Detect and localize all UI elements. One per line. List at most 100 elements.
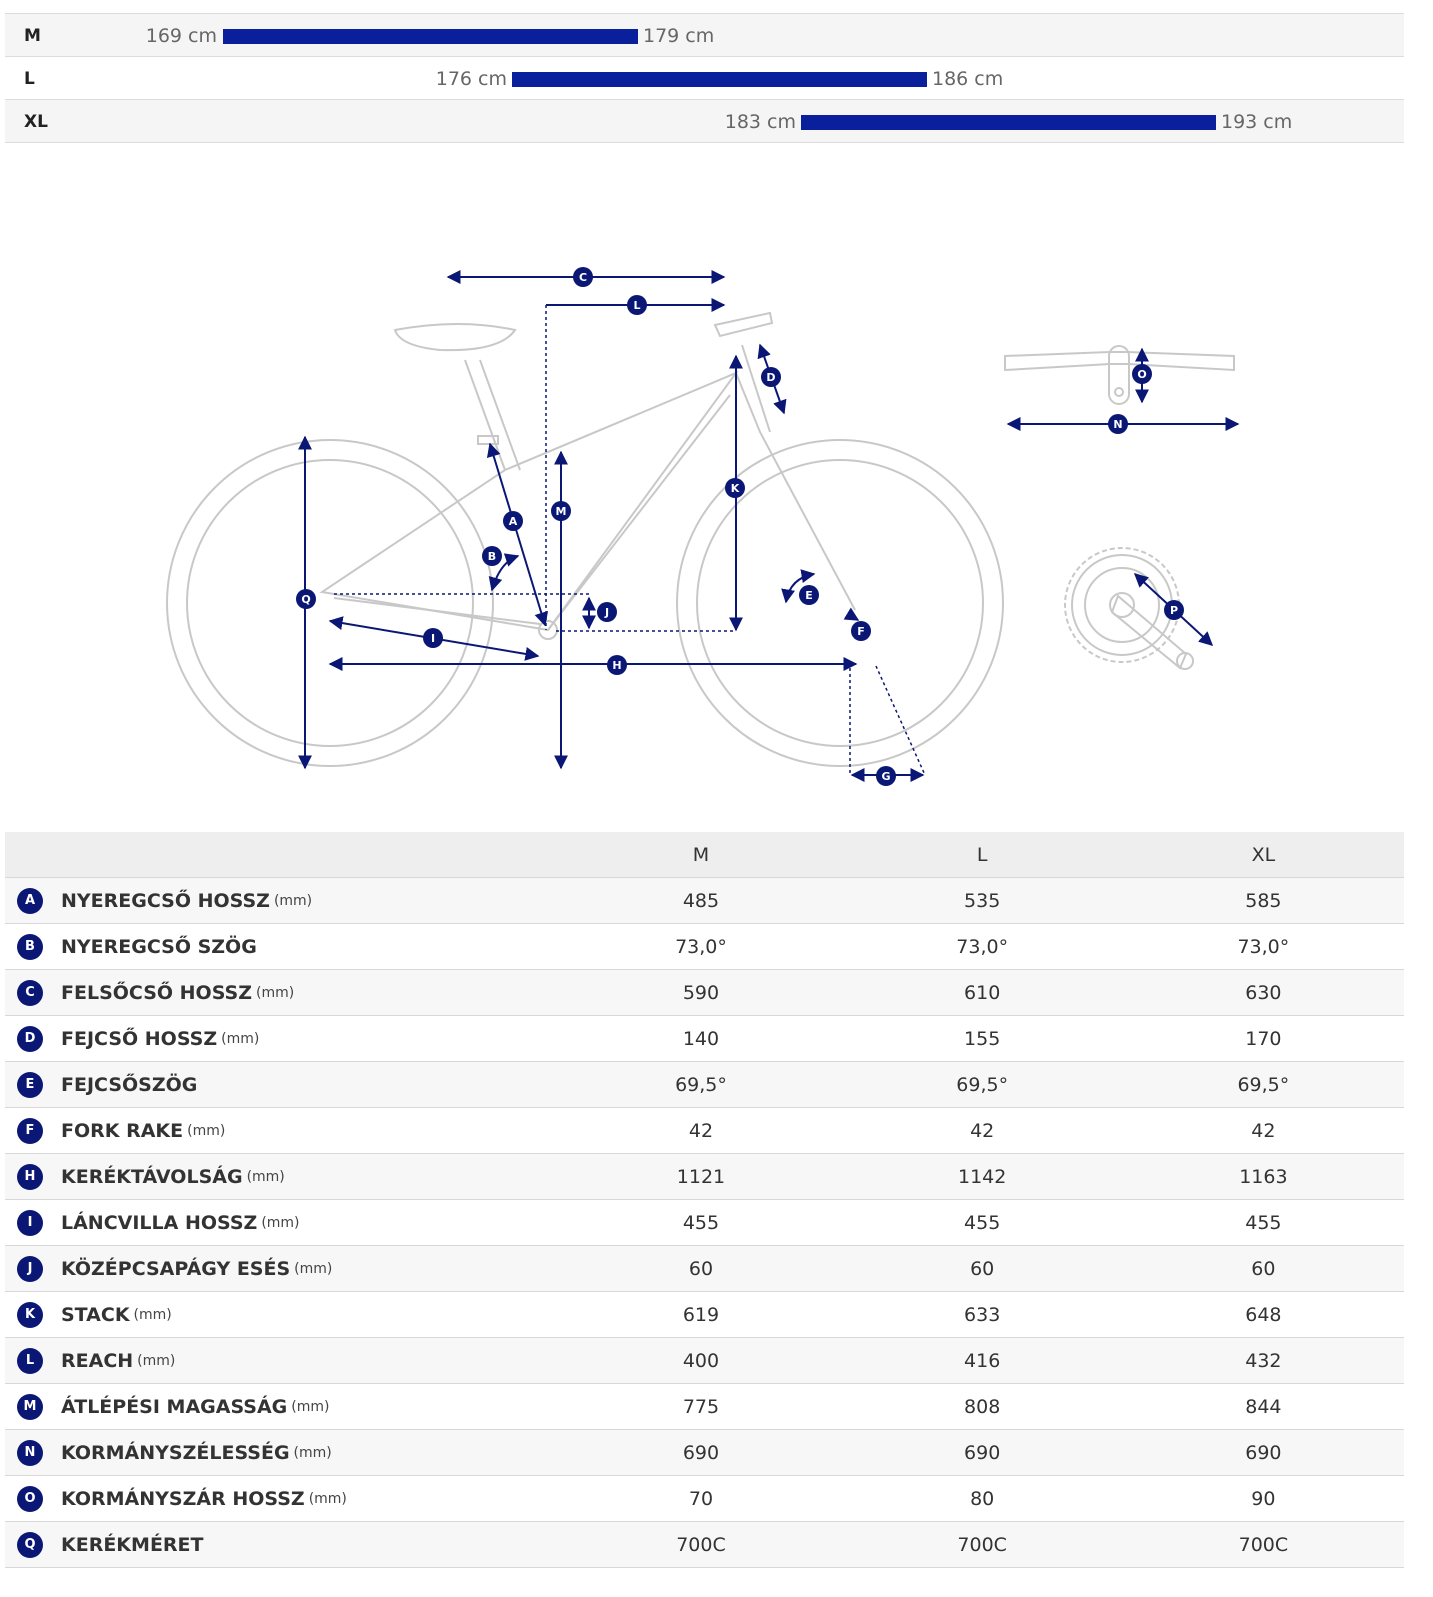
table-row: J KÖZÉPCSAPÁGY ESÉS (mm) 60 60 60 [5, 1245, 1404, 1292]
parameter-name: KERÉKMÉRET [61, 1533, 204, 1556]
value-cell: 1121 [560, 1153, 842, 1200]
parameter-cell: I LÁNCVILLA HOSSZ (mm) [5, 1199, 561, 1246]
svg-text:A: A [509, 515, 518, 528]
height-range-bar [223, 29, 638, 44]
diagram-badge-k: K [725, 478, 745, 498]
table-row: F FORK RAKE (mm) 42 42 42 [5, 1107, 1404, 1154]
parameter-name: KORMÁNYSZÁR HOSSZ [61, 1487, 305, 1510]
diagram-badge-j: J [597, 602, 617, 622]
diagram-badge-o: O [1132, 364, 1152, 384]
diagram-badges: A B C D E F G H I J K L M N O P Q [296, 267, 1184, 786]
parameter-unit: (mm) [137, 1352, 176, 1369]
parameter-name: FEJCSŐ HOSSZ [61, 1027, 218, 1050]
table-row: C FELSŐCSŐ HOSSZ (mm) 590 610 630 [5, 969, 1404, 1016]
parameter-key-badge: N [17, 1439, 43, 1466]
parameter-cell: M ÁTLÉPÉSI MAGASSÁG (mm) [5, 1383, 561, 1430]
svg-text:G: G [881, 770, 890, 783]
parameter-cell: O KORMÁNYSZÁR HOSSZ (mm) [5, 1475, 561, 1522]
size-height-ranges: M 169 cm 179 cm L 176 cm 186 cm XL 183 c… [5, 13, 1404, 143]
size-label: M [24, 26, 41, 46]
value-cell: 808 [841, 1383, 1123, 1430]
svg-text:D: D [766, 371, 775, 384]
value-cell: 60 [560, 1245, 842, 1292]
diagram-badge-n: N [1108, 414, 1128, 434]
parameter-cell: C FELSŐCSŐ HOSSZ (mm) [5, 969, 561, 1016]
value-cell: 844 [1122, 1383, 1404, 1430]
parameter-name: KÖZÉPCSAPÁGY ESÉS [61, 1257, 291, 1280]
svg-text:N: N [1113, 418, 1122, 431]
parameter-key-badge: O [17, 1485, 43, 1512]
value-cell: 90 [1122, 1475, 1404, 1522]
diagram-badge-m: M [551, 501, 571, 521]
reference-lines [334, 305, 926, 776]
parameter-name: ÁTLÉPÉSI MAGASSÁG [61, 1395, 288, 1418]
table-row: O KORMÁNYSZÁR HOSSZ (mm) 70 80 90 [5, 1475, 1404, 1522]
value-cell: 630 [1122, 969, 1404, 1016]
table-row: N KORMÁNYSZÉLESSÉG (mm) 690 690 690 [5, 1429, 1404, 1476]
table-row: E FEJCSŐSZÖG 69,5° 69,5° 69,5° [5, 1061, 1404, 1108]
min-height: 169 cm [145, 25, 217, 47]
table-row: A NYEREGCSŐ HOSSZ (mm) 485 535 585 [5, 877, 1404, 924]
parameter-unit: (mm) [133, 1306, 172, 1323]
size-range-row: L 176 cm 186 cm [5, 56, 1404, 99]
diagram-badge-g: G [876, 766, 896, 786]
svg-text:Q: Q [301, 593, 310, 606]
value-cell: 1142 [841, 1153, 1123, 1200]
value-cell: 775 [560, 1383, 842, 1430]
value-cell: 690 [560, 1429, 842, 1476]
size-range-row: XL 183 cm 193 cm [5, 99, 1404, 143]
value-cell: 69,5° [560, 1061, 842, 1108]
parameter-unit: (mm) [221, 1030, 260, 1047]
dimension-arrows [298, 270, 925, 782]
table-row: D FEJCSŐ HOSSZ (mm) 140 155 170 [5, 1015, 1404, 1062]
handlebar-detail [1004, 345, 1235, 405]
value-cell: 700C [560, 1521, 842, 1568]
geometry-table: M L XL A NYEREGCSŐ HOSSZ (mm) 485 535 585 B NYE… [5, 832, 1404, 1568]
parameter-cell: E FEJCSŐSZÖG [5, 1061, 561, 1108]
parameter-key-badge: I [17, 1209, 43, 1236]
value-cell: 70 [560, 1475, 842, 1522]
parameter-cell: N KORMÁNYSZÉLESSÉG (mm) [5, 1429, 561, 1476]
value-cell: 140 [560, 1015, 842, 1062]
value-cell: 432 [1122, 1337, 1404, 1384]
svg-text:J: J [604, 606, 609, 619]
value-cell: 455 [560, 1199, 842, 1246]
parameter-key-badge: Q [17, 1531, 43, 1558]
parameter-unit: (mm) [246, 1168, 285, 1185]
svg-text:C: C [579, 271, 587, 284]
parameter-name: KERÉKTÁVOLSÁG [61, 1165, 243, 1188]
height-range-bar [512, 72, 927, 87]
max-height: 193 cm [1221, 111, 1293, 133]
parameter-cell: Q KERÉKMÉRET [5, 1521, 561, 1568]
diagram-badge-l: L [627, 295, 647, 315]
parameter-name: FELSŐCSŐ HOSSZ [61, 981, 252, 1004]
parameter-key-badge: A [17, 887, 43, 914]
parameter-key-badge: L [17, 1347, 43, 1374]
table-row: I LÁNCVILLA HOSSZ (mm) 455 455 455 [5, 1199, 1404, 1246]
diagram-badge-c: C [573, 267, 593, 287]
diagram-badge-p: P [1164, 600, 1184, 620]
svg-text:I: I [431, 632, 435, 645]
max-height: 179 cm [643, 25, 715, 47]
value-cell: 610 [841, 969, 1123, 1016]
value-cell: 690 [1122, 1429, 1404, 1476]
value-cell: 155 [841, 1015, 1123, 1062]
value-cell: 73,0° [560, 923, 842, 970]
parameter-key-badge: J [17, 1255, 43, 1282]
height-range-bar [801, 115, 1216, 130]
table-row: B NYEREGCSŐ SZÖG 73,0° 73,0° 73,0° [5, 923, 1404, 970]
parameter-name: LÁNCVILLA HOSSZ [61, 1211, 258, 1234]
parameter-unit: (mm) [187, 1122, 226, 1139]
parameter-key-badge: H [17, 1163, 43, 1190]
parameter-cell: L REACH (mm) [5, 1337, 561, 1384]
header-size: M [560, 832, 842, 878]
diagram-badge-a: A [503, 511, 523, 531]
parameter-cell: K STACK (mm) [5, 1291, 561, 1338]
diagram-badge-f: F [851, 621, 871, 641]
parameter-name: STACK [61, 1303, 130, 1326]
value-cell: 80 [841, 1475, 1123, 1522]
header-size: XL [1122, 832, 1404, 878]
svg-text:B: B [488, 550, 496, 563]
parameter-unit: (mm) [256, 984, 295, 1001]
bike-geometry-diagram: A B C D E F G H I J K L M N O P Q [166, 267, 1240, 786]
